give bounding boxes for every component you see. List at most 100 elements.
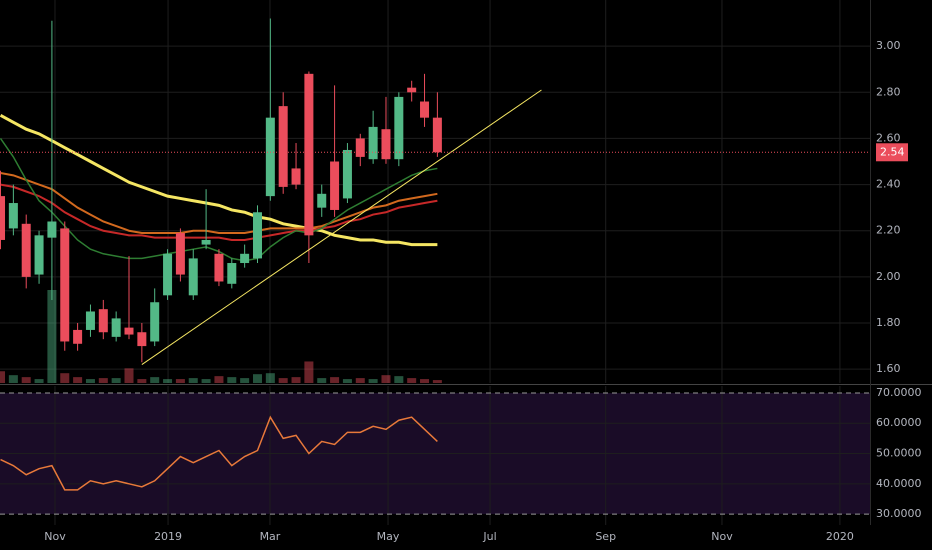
- candle-body: [342, 149, 352, 199]
- volume-bar: [265, 373, 275, 383]
- candle-body: [0, 196, 6, 240]
- x-tick-label: May: [377, 530, 400, 543]
- candle-body: [355, 138, 365, 157]
- volume-bar: [0, 371, 6, 383]
- y-tick-label: 2.00: [876, 270, 901, 283]
- volume-bar: [60, 373, 70, 383]
- candle-body: [368, 126, 378, 160]
- candle-body: [432, 117, 442, 153]
- volume-bar: [317, 378, 327, 383]
- candle-body: [21, 223, 31, 277]
- volume-bar: [47, 290, 57, 383]
- candle-body: [381, 129, 391, 160]
- candle-body: [137, 332, 147, 347]
- volume-bar: [355, 378, 365, 383]
- volume-bar: [188, 378, 198, 383]
- volume-bar: [214, 376, 224, 383]
- volume-bar: [381, 375, 391, 383]
- x-tick-label: Sep: [595, 530, 616, 543]
- y-tick-label: 70.0000: [876, 386, 922, 399]
- candle-body: [124, 327, 134, 335]
- volume-bar: [252, 374, 262, 383]
- trendline: [141, 89, 542, 365]
- candle-body: [60, 228, 70, 342]
- candle-body: [8, 203, 18, 229]
- volume-bar: [8, 375, 18, 383]
- y-tick-label: 2.20: [876, 224, 901, 237]
- volume-bar: [278, 378, 288, 383]
- y-tick-label: 1.80: [876, 316, 901, 329]
- rsi-line: [0, 415, 438, 491]
- x-tick-label: Jul: [482, 530, 496, 543]
- candle-body: [304, 73, 314, 236]
- candle-body: [111, 318, 121, 337]
- volume-bar: [240, 378, 250, 383]
- y-tick-label: 2.80: [876, 85, 901, 98]
- y-tick-label: 40.0000: [876, 477, 922, 490]
- candle-body: [240, 253, 250, 264]
- candle-body: [163, 253, 173, 296]
- candle-body: [265, 117, 275, 197]
- candle-body: [98, 309, 108, 333]
- x-tick-label: Mar: [260, 530, 281, 543]
- volume-bar: [420, 379, 430, 383]
- x-tick-label: 2019: [154, 530, 182, 543]
- volume-bar: [21, 377, 31, 383]
- moving-average: [0, 183, 438, 241]
- candle-body: [47, 221, 57, 238]
- last-price-box: [876, 143, 908, 162]
- volume-bar: [137, 379, 147, 383]
- volume-bar: [175, 379, 185, 383]
- volume-bar: [201, 379, 211, 383]
- volume-bar: [98, 378, 108, 383]
- volume-bar: [394, 376, 404, 383]
- candle-body: [317, 193, 327, 208]
- candle-body: [278, 106, 288, 187]
- volume-bar: [163, 379, 173, 383]
- candle-body: [175, 233, 185, 275]
- y-tick-label: 30.0000: [876, 507, 922, 520]
- volume-bar: [111, 378, 121, 383]
- candle-body: [34, 235, 44, 275]
- x-tick-label: Nov: [44, 530, 66, 543]
- candle-body: [85, 311, 95, 330]
- volume-bar: [227, 377, 237, 383]
- y-tick-label: 2.40: [876, 178, 901, 191]
- y-tick-label: 2.60: [876, 131, 901, 144]
- volume-bar: [304, 361, 314, 383]
- y-tick-label: 60.0000: [876, 416, 922, 429]
- volume-bar: [85, 379, 95, 383]
- candle-body: [394, 96, 404, 160]
- candle-body: [188, 258, 198, 296]
- moving-average: [0, 172, 438, 235]
- y-tick-label: 1.60: [876, 362, 901, 375]
- volume-bar: [330, 377, 340, 383]
- x-tick-label: Nov: [711, 530, 733, 543]
- candle-body: [252, 212, 262, 259]
- volume-bar: [342, 379, 352, 383]
- volume-bar: [34, 379, 44, 383]
- volume-bar: [73, 377, 83, 383]
- candle-body: [420, 101, 430, 118]
- candle-body: [227, 263, 237, 284]
- volume-bar: [124, 368, 134, 383]
- volume-bar: [291, 377, 301, 383]
- candle-body: [73, 329, 83, 344]
- volume-bar: [432, 380, 442, 383]
- candle-body: [150, 302, 160, 342]
- volume-bar: [368, 379, 378, 383]
- last-price-label: 2.54: [880, 145, 905, 158]
- volume-bar: [407, 378, 417, 383]
- candle-body: [214, 253, 224, 282]
- candle-body: [201, 239, 211, 245]
- candle-body: [291, 168, 301, 185]
- moving-average: [0, 114, 438, 247]
- candle-body: [407, 87, 417, 93]
- x-tick-label: 2020: [826, 530, 854, 543]
- y-tick-label: 50.0000: [876, 447, 922, 460]
- candle-body: [330, 161, 340, 210]
- volume-bar: [150, 377, 160, 383]
- y-tick-label: 3.00: [876, 39, 901, 52]
